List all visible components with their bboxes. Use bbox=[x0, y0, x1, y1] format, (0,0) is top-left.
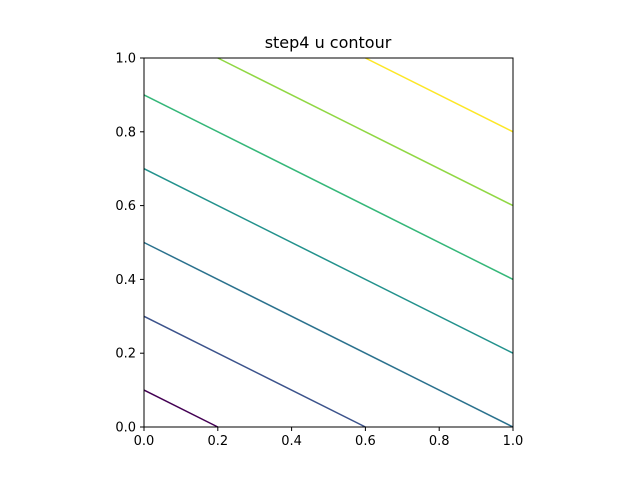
y-tick-label: 0.4 bbox=[115, 273, 136, 288]
y-tick-label: 0.8 bbox=[115, 125, 136, 140]
plot-frame bbox=[143, 57, 514, 428]
y-tick-label: 0.0 bbox=[115, 421, 136, 436]
chart-title: step4 u contour bbox=[265, 33, 392, 52]
y-tick-label: 0.6 bbox=[115, 199, 136, 214]
x-tick-label: 0.6 bbox=[355, 434, 376, 449]
contour-line-4 bbox=[143, 168, 514, 354]
contour-lines bbox=[143, 57, 514, 428]
axis-ticks: 0.0 0.2 0.4 0.6 0.8 1.0 0.0 0.2 0.4 0.6 0.8 1.0 bbox=[115, 52, 523, 450]
contour-line-7 bbox=[365, 57, 514, 133]
x-tick-label: 0.8 bbox=[429, 434, 450, 449]
contour-line-2 bbox=[143, 315, 366, 428]
x-tick-label: 0.4 bbox=[281, 434, 302, 449]
x-tick-label: 0.2 bbox=[207, 434, 228, 449]
contour-line-3 bbox=[143, 241, 514, 428]
x-tick-label: 1.0 bbox=[503, 434, 524, 449]
y-tick-label: 1.0 bbox=[115, 52, 136, 67]
y-tick-label: 0.2 bbox=[115, 347, 136, 362]
contour-line-5 bbox=[143, 94, 514, 281]
contour-line-1 bbox=[143, 389, 219, 428]
x-tick-label: 0.0 bbox=[134, 434, 155, 449]
contour-line-6 bbox=[217, 57, 514, 207]
